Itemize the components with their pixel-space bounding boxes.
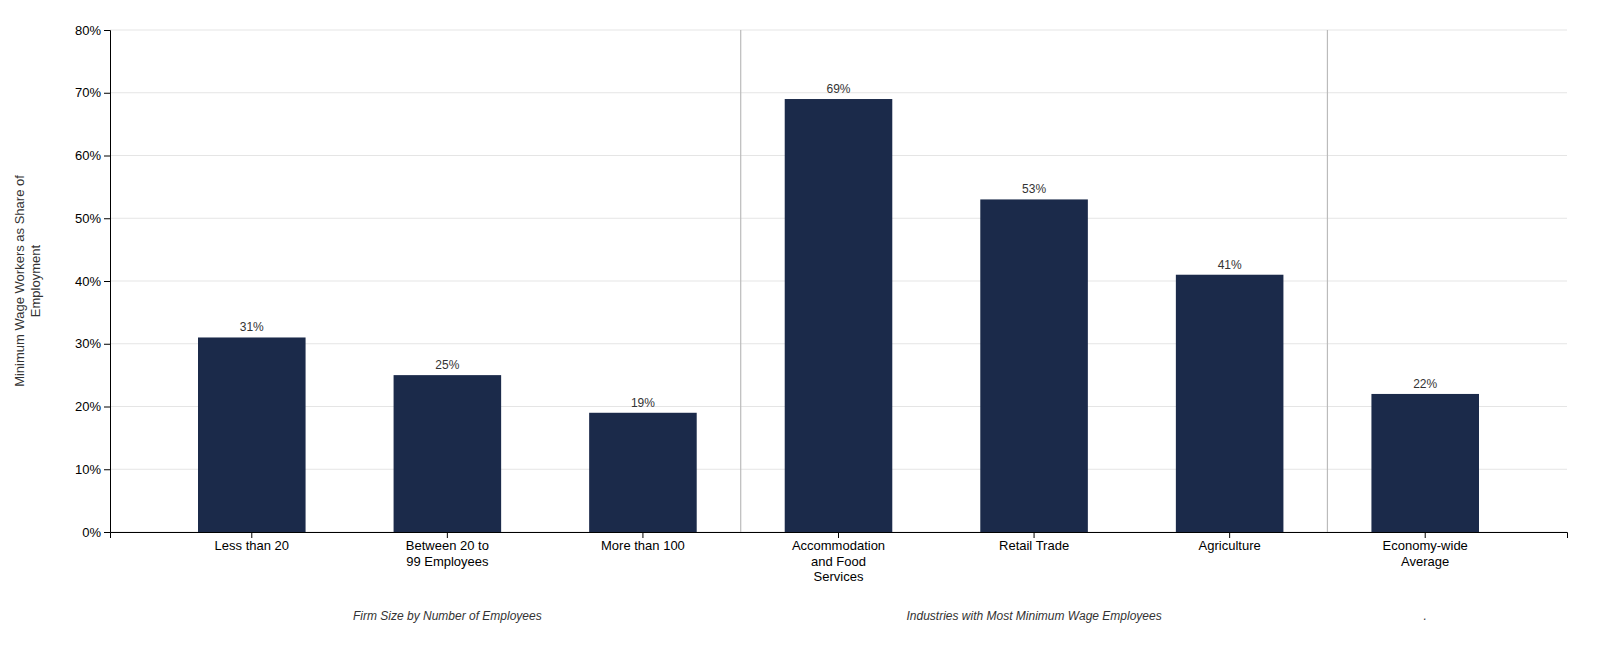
x-tick: Agriculture (1199, 532, 1261, 553)
bar (1371, 394, 1479, 532)
group-separator (740, 30, 741, 532)
bar (394, 375, 502, 532)
y-tick-label: 0% (82, 525, 101, 540)
group-separator (1327, 30, 1328, 532)
y-tick-mark (104, 532, 110, 533)
y-tick-mark (104, 93, 110, 94)
y-tick-label: 20% (75, 399, 101, 414)
y-tick: 0% (82, 525, 110, 540)
bar (980, 199, 1088, 532)
data-label: 19% (631, 396, 655, 410)
x-tick: Economy-wideAverage (1383, 532, 1468, 569)
data-labels: 31% 25% 19% 69% 53% 41% 22% (240, 82, 1438, 410)
grid (110, 30, 1567, 532)
grid-line (110, 30, 1567, 31)
y-axis-title-line: Minimum Wage Workers as Share of (12, 175, 27, 387)
x-tick-label: Less than 20 (215, 538, 289, 553)
data-label: 31% (240, 320, 264, 334)
x-tick-mark (447, 532, 448, 538)
y-tick: 40% (75, 274, 110, 289)
x-tick-label-line: Agriculture (1199, 538, 1261, 553)
x-tick-label: Agriculture (1199, 538, 1261, 553)
group-label: . (1424, 609, 1427, 623)
y-tick: 20% (75, 399, 110, 414)
bars (198, 99, 1479, 532)
x-tick-label-line: Accommodation (792, 538, 885, 553)
y-tick-label: 30% (75, 336, 101, 351)
x-tick-label-line: and Food (811, 554, 866, 569)
x-tick-label-line: Services (814, 569, 864, 584)
x-tick-mark (642, 532, 643, 538)
y-axis-title-line: Employment (28, 244, 43, 317)
y-tick-mark (104, 469, 110, 470)
y-axis-title: Minimum Wage Workers as Share ofEmployme… (12, 175, 43, 387)
x-tick-mark (838, 532, 839, 538)
y-tick: 10% (75, 462, 110, 477)
y-axis-line (104, 31, 111, 533)
bar (198, 337, 306, 532)
x-tick: More than 100 (601, 532, 685, 553)
bar (589, 413, 697, 532)
x-tick-label: Retail Trade (999, 538, 1069, 553)
x-tick: Between 20 to99 Employees (406, 532, 489, 569)
y-axis: 0% 10% 20% 30% 40% 50% 60% 70% 80% (75, 23, 111, 540)
x-tick: Less than 20 (215, 532, 289, 553)
x-axis-line (111, 533, 1568, 539)
x-tick-label: Accommodationand FoodServices (792, 538, 885, 584)
y-tick-mark (104, 281, 110, 282)
separators (741, 30, 1328, 532)
y-tick-mark (104, 407, 110, 408)
x-tick: Accommodationand FoodServices (792, 532, 885, 584)
x-tick-label-line: Between 20 to (406, 538, 489, 553)
data-label: 53% (1022, 182, 1046, 196)
bar (785, 99, 893, 532)
x-tick-label-line: More than 100 (601, 538, 685, 553)
y-tick-label: 60% (75, 148, 101, 163)
x-tick-label: Economy-wideAverage (1383, 538, 1468, 569)
group-label: Industries with Most Minimum Wage Employ… (906, 609, 1161, 623)
y-tick: 60% (75, 148, 110, 163)
y-tick-label: 10% (75, 462, 101, 477)
y-tick: 80% (75, 23, 110, 38)
x-tick-mark (1229, 532, 1230, 538)
x-tick-mark (251, 532, 252, 538)
y-tick-label: 70% (75, 85, 101, 100)
x-tick-mark (1425, 532, 1426, 538)
x-tick-label-line: Retail Trade (999, 538, 1069, 553)
bar (1176, 275, 1284, 532)
data-label: 41% (1218, 258, 1242, 272)
x-tick-label-line: Less than 20 (215, 538, 289, 553)
x-tick-label-line: 99 Employees (406, 554, 489, 569)
y-tick-mark (104, 156, 110, 157)
x-tick-label-line: Economy-wide (1383, 538, 1468, 553)
y-tick: 30% (75, 336, 110, 351)
x-tick-label-line: Average (1401, 554, 1449, 569)
chart: 0% 10% 20% 30% 40% 50% 60% 70% 80% Less than 20 Be… (0, 0, 1597, 652)
x-tick-label: Between 20 to99 Employees (406, 538, 489, 569)
x-tick-mark (1034, 532, 1035, 538)
y-tick-mark (104, 30, 110, 31)
x-tick: Retail Trade (999, 532, 1069, 553)
y-tick-mark (104, 218, 110, 219)
y-tick-label: 40% (75, 274, 101, 289)
y-tick-mark (104, 344, 110, 345)
y-tick-label: 80% (75, 23, 101, 38)
annotations: Firm Size by Number of Employees Industri… (353, 609, 1427, 623)
x-tick-label: More than 100 (601, 538, 685, 553)
y-tick: 50% (75, 211, 110, 226)
data-label: 22% (1413, 377, 1437, 391)
plot: 0% 10% 20% 30% 40% 50% 60% 70% 80% Less than 20 Be… (75, 23, 1568, 623)
data-label: 25% (435, 358, 459, 372)
group-label: Firm Size by Number of Employees (353, 609, 542, 623)
data-label: 69% (826, 82, 850, 96)
x-axis: Less than 20 Between 20 to99 Employees Mor… (111, 532, 1568, 584)
y-tick-label: 50% (75, 211, 101, 226)
y-tick: 70% (75, 85, 110, 100)
